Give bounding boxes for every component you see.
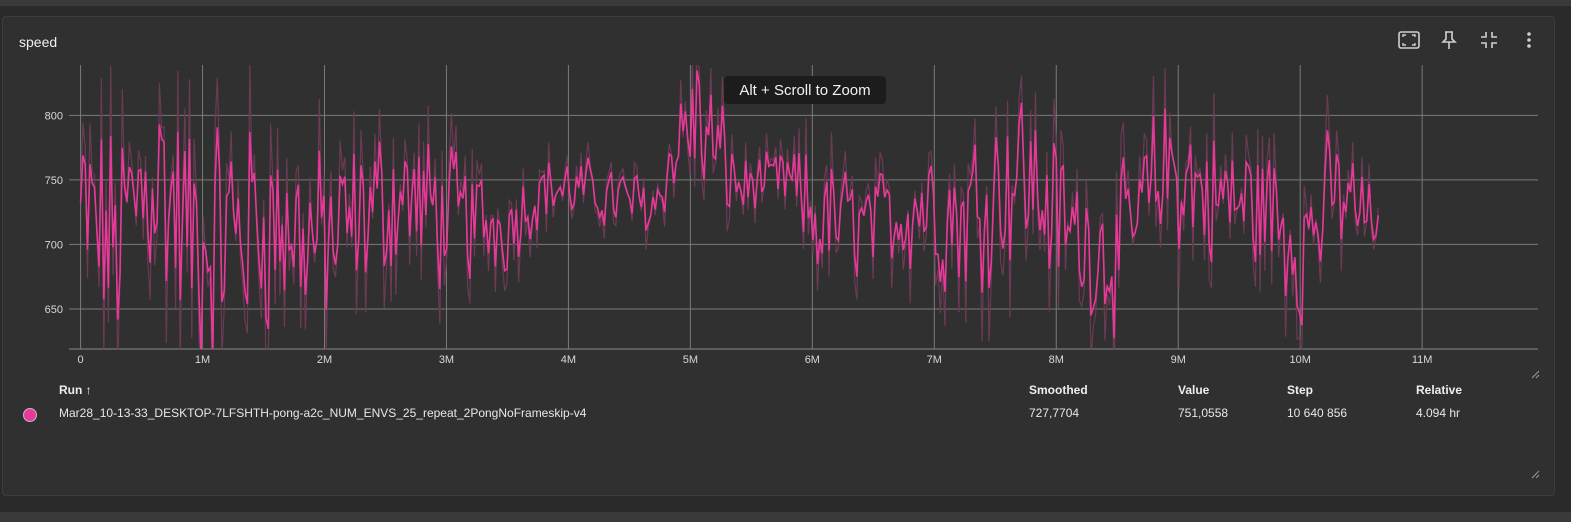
- col-header-step[interactable]: Step: [1287, 383, 1314, 397]
- x-tick-label: 2M: [317, 354, 332, 366]
- x-tick-label: 7M: [927, 354, 942, 366]
- row-step: 10 640 856: [1287, 406, 1348, 420]
- x-tick-label: 5M: [683, 354, 698, 366]
- bottom-strip: [0, 512, 1571, 522]
- x-tick-label: 8M: [1049, 354, 1064, 366]
- x-tick-label: 1M: [195, 354, 210, 366]
- x-tick-label: 6M: [805, 354, 820, 366]
- zoom-hint-tooltip: Alt + Scroll to Zoom: [724, 76, 886, 104]
- pin-icon[interactable]: [1438, 29, 1460, 51]
- table-resize-handle[interactable]: [1530, 469, 1540, 479]
- x-tick-label: 3M: [439, 354, 454, 366]
- y-tick-label: 750: [45, 175, 63, 187]
- collapse-icon[interactable]: [1478, 29, 1500, 51]
- chart-resize-handle[interactable]: [1530, 369, 1540, 379]
- y-tick-label: 700: [45, 239, 63, 251]
- col-header-relative[interactable]: Relative: [1416, 383, 1463, 397]
- x-tick-label: 11M: [1412, 354, 1433, 366]
- col-header-value[interactable]: Value: [1178, 383, 1210, 397]
- fullscreen-icon[interactable]: [1398, 29, 1420, 51]
- row-smoothed: 727,7704: [1029, 406, 1080, 420]
- x-tick-label: 4M: [561, 354, 576, 366]
- y-tick-label: 800: [45, 110, 63, 122]
- x-tick-label: 10M: [1289, 354, 1310, 366]
- run-color-swatch[interactable]: [23, 408, 37, 422]
- x-tick-label: 9M: [1171, 354, 1186, 366]
- row-value: 751,0558: [1178, 406, 1229, 420]
- row-relative: 4.094 hr: [1416, 406, 1461, 420]
- line-chart[interactable]: 650 700 750 800 0 1M 2M 3M 4M 5M 6M 7M 8M 9M 10M 11M: [3, 17, 1554, 377]
- row-run-name: Mar28_10-13-33_DESKTOP-7LFSHTH-pong-a2c_…: [59, 406, 587, 420]
- more-vert-icon[interactable]: [1518, 29, 1540, 51]
- card-title: speed: [19, 34, 58, 50]
- series-group: [79, 65, 1380, 349]
- col-header-run[interactable]: Run ↑: [59, 383, 92, 397]
- scalar-card: speed 650 700 750 800 0 1M 2M 3M 4M 5M 6M: [2, 16, 1555, 496]
- top-strip: [0, 0, 1571, 6]
- y-tick-label: 650: [45, 304, 63, 316]
- x-tick-label: 0: [78, 354, 84, 366]
- card-actions: [1398, 29, 1540, 51]
- smoothed-series-line: [79, 70, 1380, 349]
- col-header-smoothed[interactable]: Smoothed: [1029, 383, 1088, 397]
